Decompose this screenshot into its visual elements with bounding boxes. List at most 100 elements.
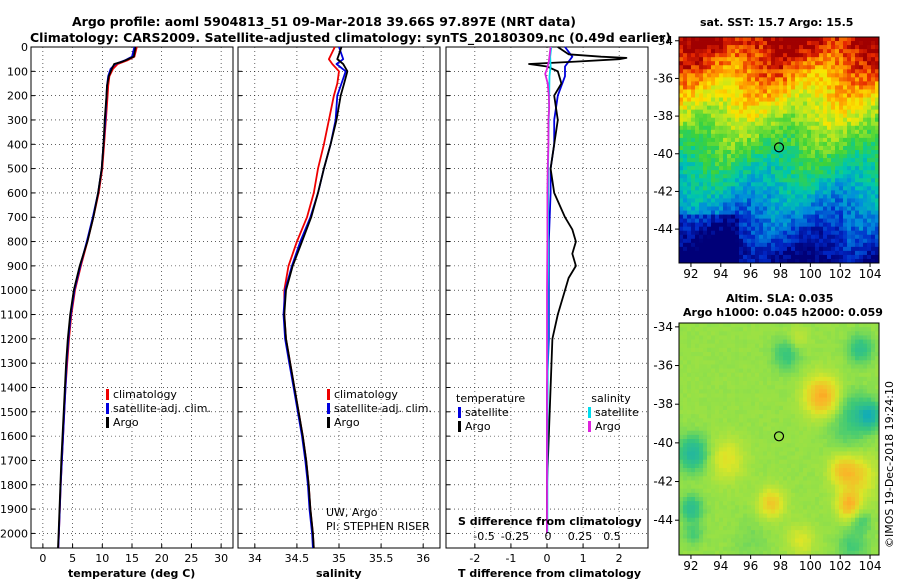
map-cell: [763, 150, 768, 155]
map-cell: [687, 105, 692, 111]
map-cell: [839, 77, 844, 82]
map-cell: [707, 246, 712, 252]
map-cell: [743, 186, 748, 191]
map-cell: [867, 414, 872, 419]
map-cell: [859, 150, 864, 155]
map-cell: [843, 105, 848, 111]
map-cell: [743, 372, 748, 378]
map-cell: [807, 238, 812, 244]
map-cell: [711, 447, 716, 452]
map-cell: [763, 162, 768, 167]
y-tick-label: 1200: [0, 333, 28, 346]
map-cell: [775, 381, 780, 386]
map-cell: [827, 418, 832, 423]
map-cell: [787, 234, 792, 240]
map-cell: [831, 250, 836, 256]
map-cell: [835, 133, 840, 139]
map-cell: [747, 81, 752, 86]
map-cell: [867, 347, 872, 353]
map-cell: [751, 154, 756, 159]
legend-title-temperature: temperature: [456, 392, 525, 405]
map-cell: [731, 393, 736, 398]
map-cell: [803, 250, 808, 256]
map-cell: [823, 109, 828, 115]
map-cell: [687, 381, 692, 386]
map-cell: [859, 343, 864, 349]
map-cell: [727, 57, 732, 62]
map-cell: [787, 37, 792, 42]
map-cell: [759, 393, 764, 398]
map-cell: [755, 137, 760, 143]
map-cell: [739, 372, 744, 378]
map-cell: [863, 254, 868, 260]
map-cell: [871, 364, 876, 369]
map-cell: [755, 194, 760, 199]
map-cell: [851, 443, 856, 448]
map-cell: [715, 234, 720, 240]
map-cell: [807, 45, 812, 50]
map-cell: [831, 327, 836, 332]
map-cell: [683, 154, 688, 159]
map-cell: [703, 129, 708, 135]
map-cell: [707, 141, 712, 147]
map-cell: [815, 451, 820, 456]
map-cell: [707, 356, 712, 361]
map-cell: [727, 202, 732, 207]
map-cell: [743, 198, 748, 203]
map-cell: [787, 389, 792, 394]
map-cell: [743, 234, 748, 240]
map-cell: [699, 343, 704, 349]
map-cell: [747, 162, 752, 167]
map-cell: [847, 158, 852, 163]
map-cell: [863, 238, 868, 244]
map-cell: [759, 186, 764, 191]
map-cell: [807, 137, 812, 143]
map-cell: [707, 368, 712, 374]
map-cell: [695, 323, 700, 328]
map-cell: [787, 141, 792, 147]
map-cell: [723, 121, 728, 127]
map-cell: [843, 154, 848, 159]
map-cell: [711, 202, 716, 207]
map-cell: [719, 327, 724, 332]
map-cell: [739, 186, 744, 191]
map-cell: [727, 347, 732, 353]
map-cell: [763, 418, 768, 423]
map-cell: [791, 113, 796, 119]
map-cell: [719, 85, 724, 90]
map-cell: [799, 246, 804, 252]
map-cell: [699, 352, 704, 357]
map-cell: [815, 133, 820, 139]
map-cell: [807, 347, 812, 353]
map-cell: [715, 381, 720, 386]
map-cell: [731, 150, 736, 155]
map-cell: [791, 352, 796, 357]
map-cell: [835, 339, 840, 345]
map-cell: [679, 347, 684, 353]
map-cell: [791, 162, 796, 167]
map-cell: [691, 443, 696, 448]
map-cell: [867, 418, 872, 423]
map-cell: [847, 170, 852, 175]
map-cell: [755, 250, 760, 256]
map-cell: [691, 230, 696, 236]
map-cell: [839, 430, 844, 436]
map-cell: [759, 190, 764, 195]
map-cell: [683, 360, 688, 365]
map-cell: [751, 93, 756, 98]
map-cell: [723, 166, 728, 171]
map-cell: [711, 109, 716, 115]
map-cell: [823, 222, 828, 228]
map-cell: [683, 81, 688, 86]
map-cell: [795, 323, 800, 328]
map-cell: [851, 234, 856, 240]
map-cell: [751, 476, 756, 481]
map-cell: [851, 451, 856, 456]
map-cell: [767, 77, 772, 82]
map-cell: [743, 480, 748, 485]
map-cell: [807, 117, 812, 123]
map-cell: [739, 397, 744, 403]
map-cell: [679, 41, 684, 46]
map-cell: [755, 323, 760, 328]
map-cell: [739, 385, 744, 390]
